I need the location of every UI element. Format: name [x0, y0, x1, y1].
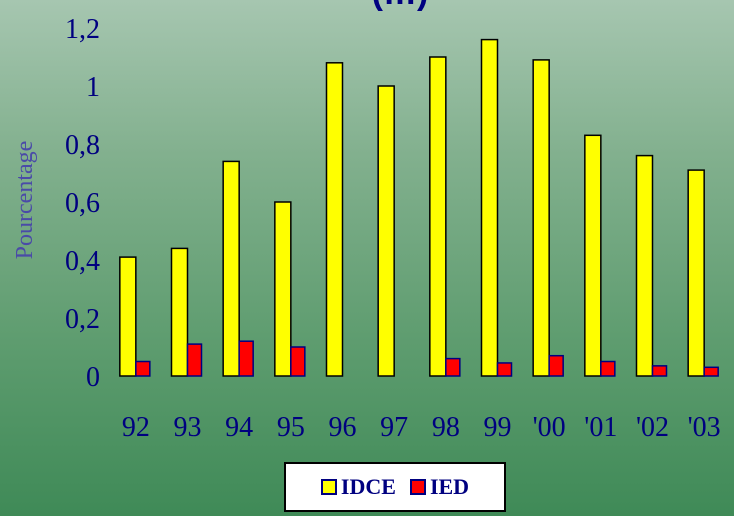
bar-ied-94 [238, 340, 254, 377]
bar-idce-98 [429, 56, 447, 377]
bar-ied-98 [445, 357, 461, 377]
bar-idce-01 [584, 134, 602, 377]
x-tick-label: 99 [484, 412, 512, 443]
x-tick-label: '03 [688, 412, 721, 443]
bar-idce-94 [222, 160, 240, 377]
legend-item-idce: IDCE [320, 474, 396, 500]
y-tick-label: 0,2 [65, 304, 100, 335]
bar-idce-96 [325, 62, 344, 377]
x-tick-label: '02 [636, 412, 669, 443]
bar-idce-00 [532, 59, 550, 377]
bars [119, 38, 719, 377]
y-axis-label: Pourcentage [12, 141, 38, 260]
x-tick-label: 94 [225, 412, 253, 443]
legend-item-ied: IED [409, 474, 470, 500]
bar-idce-92 [119, 256, 137, 377]
bar-ied-01 [600, 360, 616, 377]
y-tick-label: 0,8 [65, 130, 100, 161]
x-tick-label: 98 [432, 412, 460, 443]
bar-idce-03 [687, 169, 705, 377]
bar-idce-93 [170, 247, 189, 377]
y-tick-label: 1,2 [65, 14, 100, 45]
legend-label-idce: IDCE [340, 474, 396, 499]
y-axis-ticks: 0 0,2 0,4 0,6 0,8 1 1,2 [65, 14, 100, 393]
x-tick-label: 97 [380, 412, 408, 443]
x-tick-label: 95 [277, 412, 305, 443]
legend: IDCE IED [284, 462, 506, 512]
x-tick-label: 92 [122, 412, 150, 443]
bar-ied-03 [703, 366, 719, 377]
bar-ied-02 [651, 365, 668, 377]
legend-label-ied: IED [429, 474, 470, 499]
bar-idce-97 [377, 85, 395, 377]
x-tick-label: 93 [174, 412, 202, 443]
x-axis-ticks: 92 93 94 95 96 97 98 99 '00 '01 '02 '03 [122, 412, 721, 443]
bar-ied-93 [186, 343, 203, 377]
y-tick-label: 1 [86, 72, 100, 103]
bar-idce-95 [274, 201, 292, 377]
x-tick-label: '00 [533, 412, 566, 443]
bar-ied-95 [290, 346, 306, 377]
bar-ied-92 [135, 360, 151, 377]
bar-idce-99 [480, 38, 499, 377]
bar-idce-02 [635, 154, 654, 377]
bar-ied-00 [548, 354, 564, 377]
x-tick-label: '01 [584, 412, 617, 443]
x-tick-label: 96 [329, 412, 357, 443]
legend-swatch-ied [409, 479, 426, 495]
legend-swatch-idce [320, 479, 337, 495]
y-tick-label: 0 [86, 362, 100, 393]
chart-title: (…) [372, 0, 429, 12]
y-tick-label: 0,4 [65, 246, 100, 277]
y-tick-label: 0,6 [65, 188, 100, 219]
bar-ied-99 [496, 362, 513, 377]
